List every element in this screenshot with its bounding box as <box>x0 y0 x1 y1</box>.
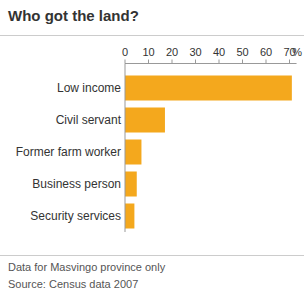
category-label: Business person <box>32 177 121 191</box>
bar <box>125 108 165 133</box>
x-tick <box>195 60 196 64</box>
x-tick-label: 40 <box>213 46 225 58</box>
category-label: Civil servant <box>56 113 122 127</box>
footnote: Data for Masvingo province only <box>8 261 166 273</box>
x-tick-label: 20 <box>166 46 178 58</box>
source: Source: Census data 2007 <box>8 278 138 290</box>
title: Who got the land? <box>8 7 139 24</box>
x-tick-label: 30 <box>189 46 201 58</box>
bar <box>125 76 292 101</box>
x-tick <box>219 60 220 64</box>
category-label: Former farm worker <box>16 145 121 159</box>
x-axis <box>125 63 297 64</box>
x-tick-label: 10 <box>142 46 154 58</box>
x-tick-label: 60 <box>260 46 272 58</box>
bar <box>125 172 137 197</box>
x-tick-label: 0 <box>122 46 128 58</box>
x-tick <box>266 60 267 64</box>
bar <box>125 204 134 229</box>
category-label: Low income <box>57 81 121 95</box>
x-tick <box>289 60 290 64</box>
x-tick <box>172 60 173 64</box>
separator <box>0 35 304 36</box>
category-label: Security services <box>30 209 121 223</box>
x-tick <box>242 60 243 64</box>
baseline <box>125 64 126 233</box>
x-tick-label: 50 <box>236 46 248 58</box>
bars <box>125 76 292 229</box>
bar <box>125 140 141 165</box>
x-tick <box>148 60 149 64</box>
chart-root: Who got the land?010203040506070%Low inc… <box>0 0 304 298</box>
x-tick <box>125 60 126 64</box>
separator <box>0 255 304 256</box>
x-axis-label: % <box>292 46 302 58</box>
